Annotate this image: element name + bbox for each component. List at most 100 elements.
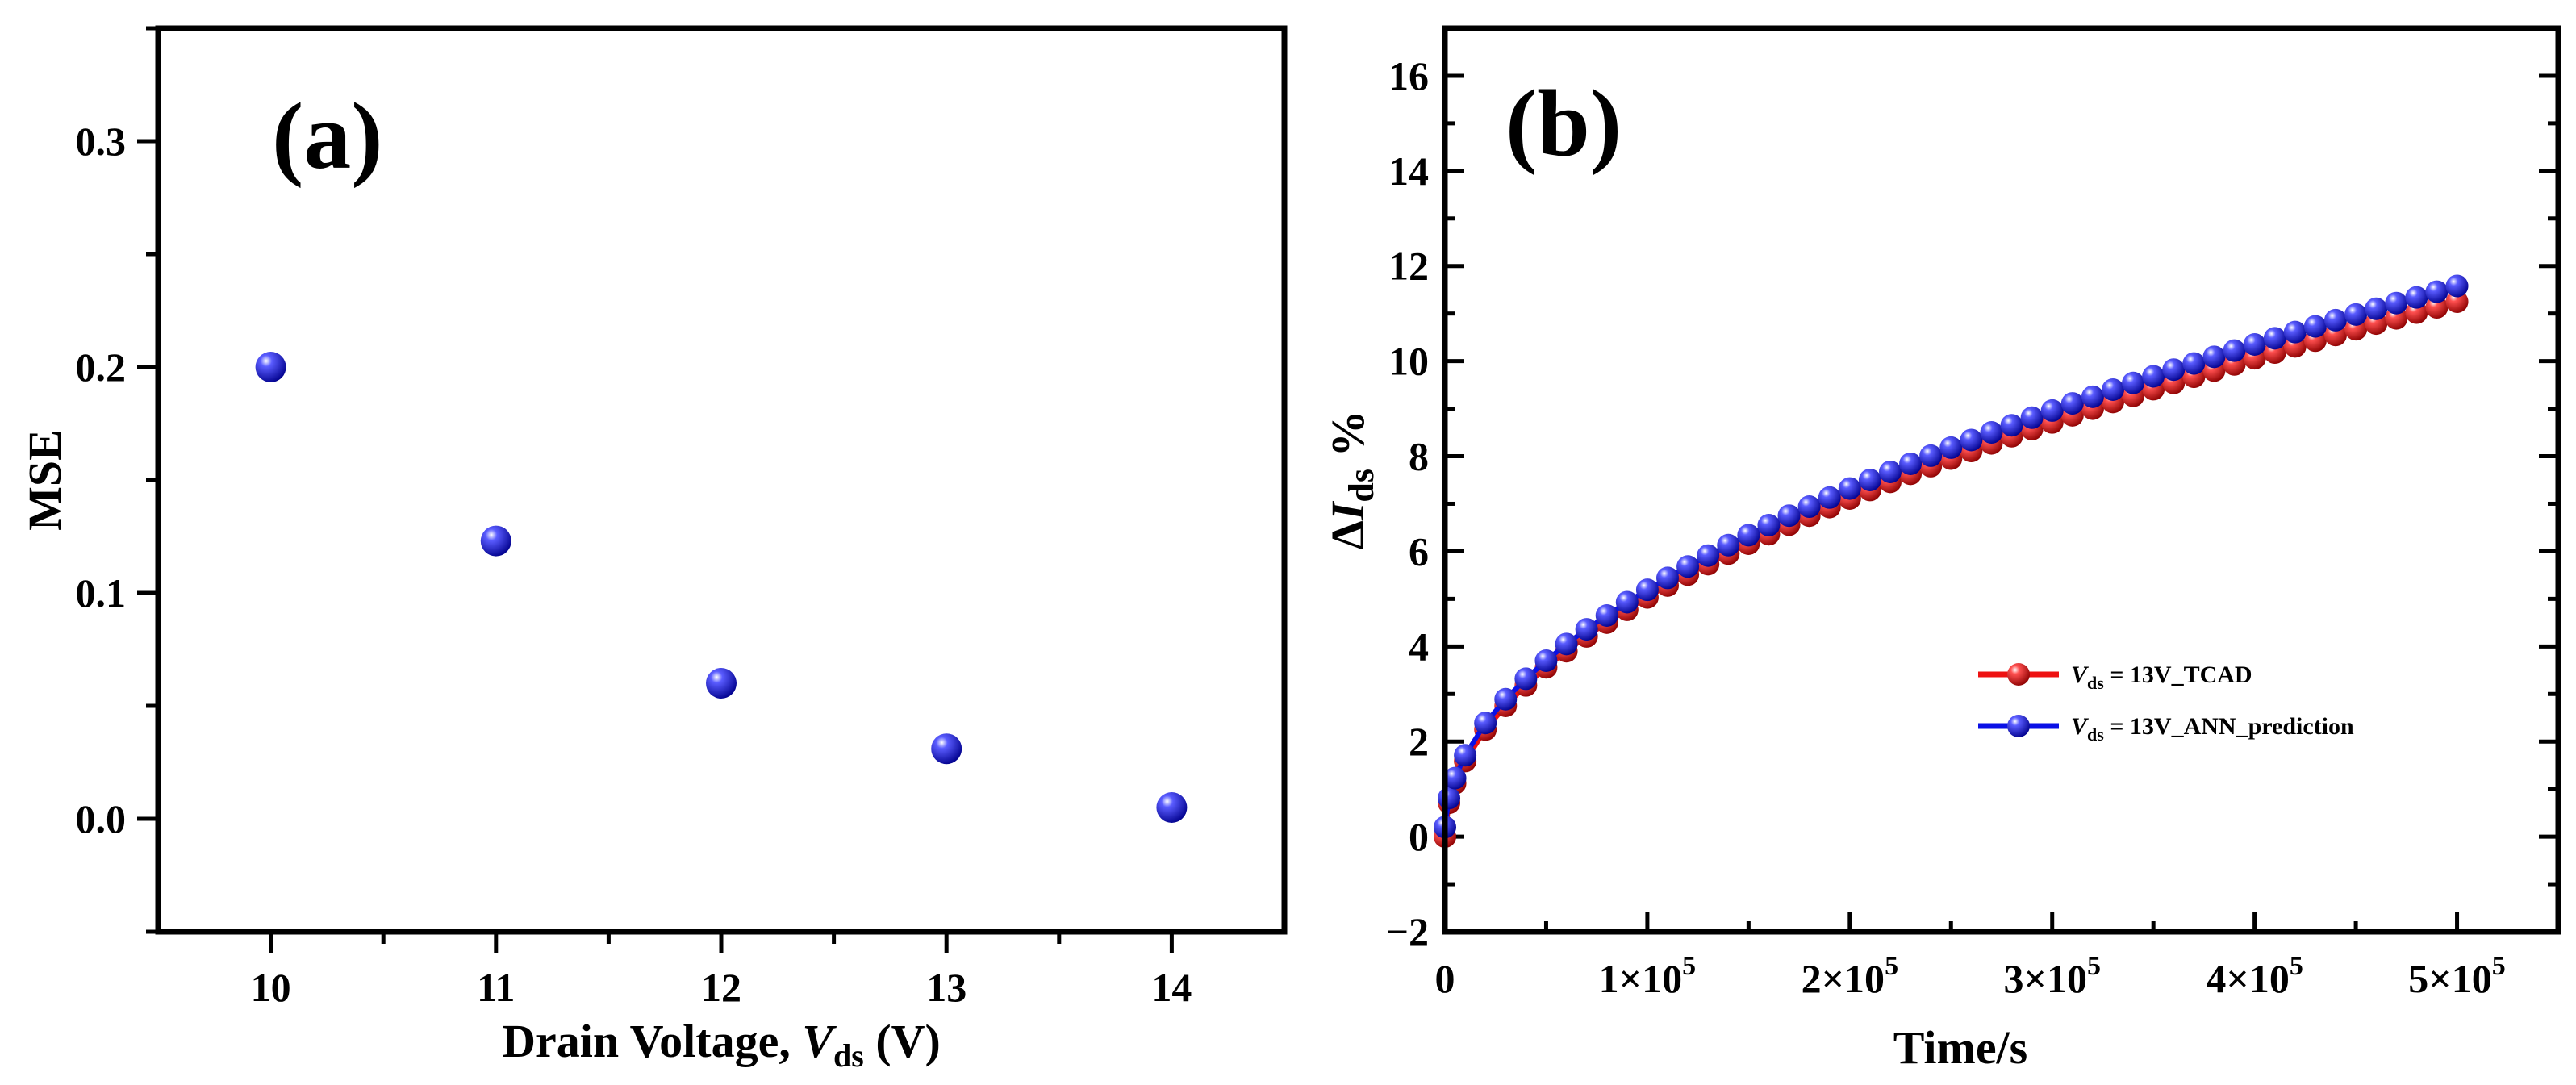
series-ann-point <box>1615 590 1639 614</box>
chart-a-plot-frame <box>155 25 1288 935</box>
chart-a-x-axis-title-main: Drain Voltage, <box>502 1015 802 1067</box>
chart-b-legend: Vds = 13V_TCAD Vds = 13V_ANN_prediction <box>1978 661 2354 745</box>
chart-a-panel-label: (a) <box>272 83 383 189</box>
legend-marker-tcad <box>2007 663 2030 686</box>
chart-b-x-tick-exponent: 5 <box>1682 951 1696 981</box>
chart-b-series <box>1434 274 2469 849</box>
chart-a-x-axis-title-sub: ds <box>833 1037 864 1074</box>
chart-a-x-tick-label: 11 <box>477 965 515 1010</box>
series-ann-point <box>2142 365 2165 388</box>
chart-a-y-ticks: 0.0 0.1 0.2 0.3 <box>76 26 158 934</box>
legend-label-tcad-rest: = 13V_TCAD <box>2104 661 2252 688</box>
chart-b-x-tick-exponent: 5 <box>2087 951 2101 981</box>
chart-b-x-tick-label: 4×105 <box>2206 951 2303 1001</box>
chart-a-point <box>931 733 962 765</box>
chart-b-panel-label: (b) <box>1505 70 1622 176</box>
series-ann-point <box>1797 495 1821 519</box>
chart-b-y-axis-title: ΔIds % <box>1321 410 1381 549</box>
series-ann-point <box>1858 469 1881 491</box>
series-ann-point <box>1757 514 1781 536</box>
chart-b-y-tick-label: 16 <box>1388 53 1429 98</box>
chart-b-y-axis-title-sub: ds <box>1342 469 1381 503</box>
chart-b-y-tick-label: 8 <box>1409 434 1429 479</box>
series-ann-point <box>1939 436 1963 459</box>
chart-b-y-tick-label: 6 <box>1409 528 1429 574</box>
series-ann-point <box>2162 358 2186 382</box>
series-ann-line <box>1442 283 2458 828</box>
chart-b-y-tick-label: 12 <box>1388 244 1429 289</box>
series-ann-point <box>2365 297 2388 320</box>
chart-b-x-ticks: 0 1×105 2×105 3×105 4×105 5×105 <box>1435 912 2561 1001</box>
chart-b-y-ticks: −2 0 2 4 6 8 10 12 14 16 <box>1386 26 2558 954</box>
series-ann-point <box>2425 280 2449 303</box>
series-ann-point <box>1494 687 1518 711</box>
chart-b-y-tick-label: 10 <box>1388 339 1429 384</box>
chart-b-y-tick-label: −2 <box>1386 909 1430 954</box>
chart-a-x-tick-label: 14 <box>1151 965 1192 1010</box>
series-tcad <box>1434 290 2469 849</box>
chart-b-y-axis-title-var: I <box>1321 500 1374 521</box>
chart-a-x-ticks: 10 11 12 13 14 <box>251 932 1192 1010</box>
chart-b-y-tick-label: 4 <box>1409 624 1429 669</box>
series-ann <box>1434 274 2469 839</box>
chart-b-x-tick-mantissa: 5×10 <box>2408 956 2492 1001</box>
chart-a-y-tick-label: 0.2 <box>76 344 127 390</box>
chart-a-points <box>255 352 1188 823</box>
series-ann-point <box>1717 533 1740 557</box>
chart-b-x-tick-mantissa: 4×10 <box>2206 956 2290 1001</box>
series-ann-point <box>1514 667 1538 691</box>
series-ann-point <box>2344 303 2368 326</box>
series-ann-point <box>1656 566 1679 590</box>
chart-b-x-tick-label: 0 <box>1435 956 1455 1001</box>
chart-b-x-tick-mantissa: 0 <box>1435 956 1455 1001</box>
series-ann-point <box>1454 744 1477 767</box>
legend-label-tcad: Vds = 13V_TCAD <box>2071 661 2252 693</box>
series-ann-point <box>1899 452 1923 475</box>
chart-a-x-tick-label: 10 <box>251 965 291 1010</box>
series-ann-point <box>2324 308 2347 332</box>
series-ann-point <box>1575 618 1598 641</box>
legend-label-ann-var: V <box>2071 713 2090 740</box>
series-ann-point <box>1919 444 1943 467</box>
series-ann-point <box>1980 421 2003 444</box>
chart-b-x-tick-label: 5×105 <box>2408 951 2506 1001</box>
series-ann-point <box>2263 327 2286 350</box>
chart-a-point <box>255 352 286 382</box>
series-ann-point <box>1676 555 1700 578</box>
chart-b: 0 1×105 2×105 3×105 4×105 5×105 −202468101214… <box>1321 25 2561 1074</box>
series-ann-point <box>1474 712 1497 735</box>
series-ann-point <box>2040 399 2064 422</box>
chart-a-point <box>1156 792 1188 823</box>
series-ann-point <box>2283 320 2307 344</box>
chart-b-x-axis-title: Time/s <box>1893 1021 2028 1074</box>
series-tcad-point <box>2425 296 2449 319</box>
chart-b-x-tick-mantissa: 3×10 <box>2003 956 2087 1001</box>
chart-b-y-tick-label: 14 <box>1388 148 1429 194</box>
chart-a-point <box>706 668 737 699</box>
legend-label-tcad-var: V <box>2071 661 2090 688</box>
series-ann-point <box>1818 486 1841 509</box>
series-ann-point <box>1737 524 1760 547</box>
chart-a-point <box>480 525 511 557</box>
series-ann-point <box>2243 333 2266 356</box>
legend-label-ann-sub: ds <box>2087 724 2104 745</box>
chart-b-x-tick-mantissa: 2×10 <box>1802 956 1885 1001</box>
chart-a-x-tick-label: 13 <box>926 965 967 1010</box>
series-ann-point <box>2000 414 2023 437</box>
series-ann-point <box>2081 385 2104 408</box>
chart-b-x-tick-exponent: 5 <box>1885 951 1898 981</box>
legend-label-ann-rest: = 13V_ANN_prediction <box>2104 713 2354 740</box>
series-tcad-line <box>1442 299 2458 837</box>
legend-entry-tcad: Vds = 13V_TCAD <box>1978 661 2252 693</box>
chart-a-x-axis-title: Drain Voltage, Vds (V) <box>502 1015 941 1074</box>
chart-b-y-axis-title-delta: Δ <box>1321 520 1374 549</box>
series-ann-point <box>2122 371 2145 394</box>
series-ann-point <box>2020 406 2044 429</box>
chart-a-x-axis-title-var: V <box>802 1015 837 1067</box>
series-ann-point <box>2060 392 2084 415</box>
chart-b-y-axis-title-unit: % <box>1321 410 1374 469</box>
chart-a-y-tick-label: 0.3 <box>76 119 127 164</box>
series-ann-point <box>2202 345 2226 369</box>
chart-a-y-tick-label: 0.1 <box>76 570 127 616</box>
